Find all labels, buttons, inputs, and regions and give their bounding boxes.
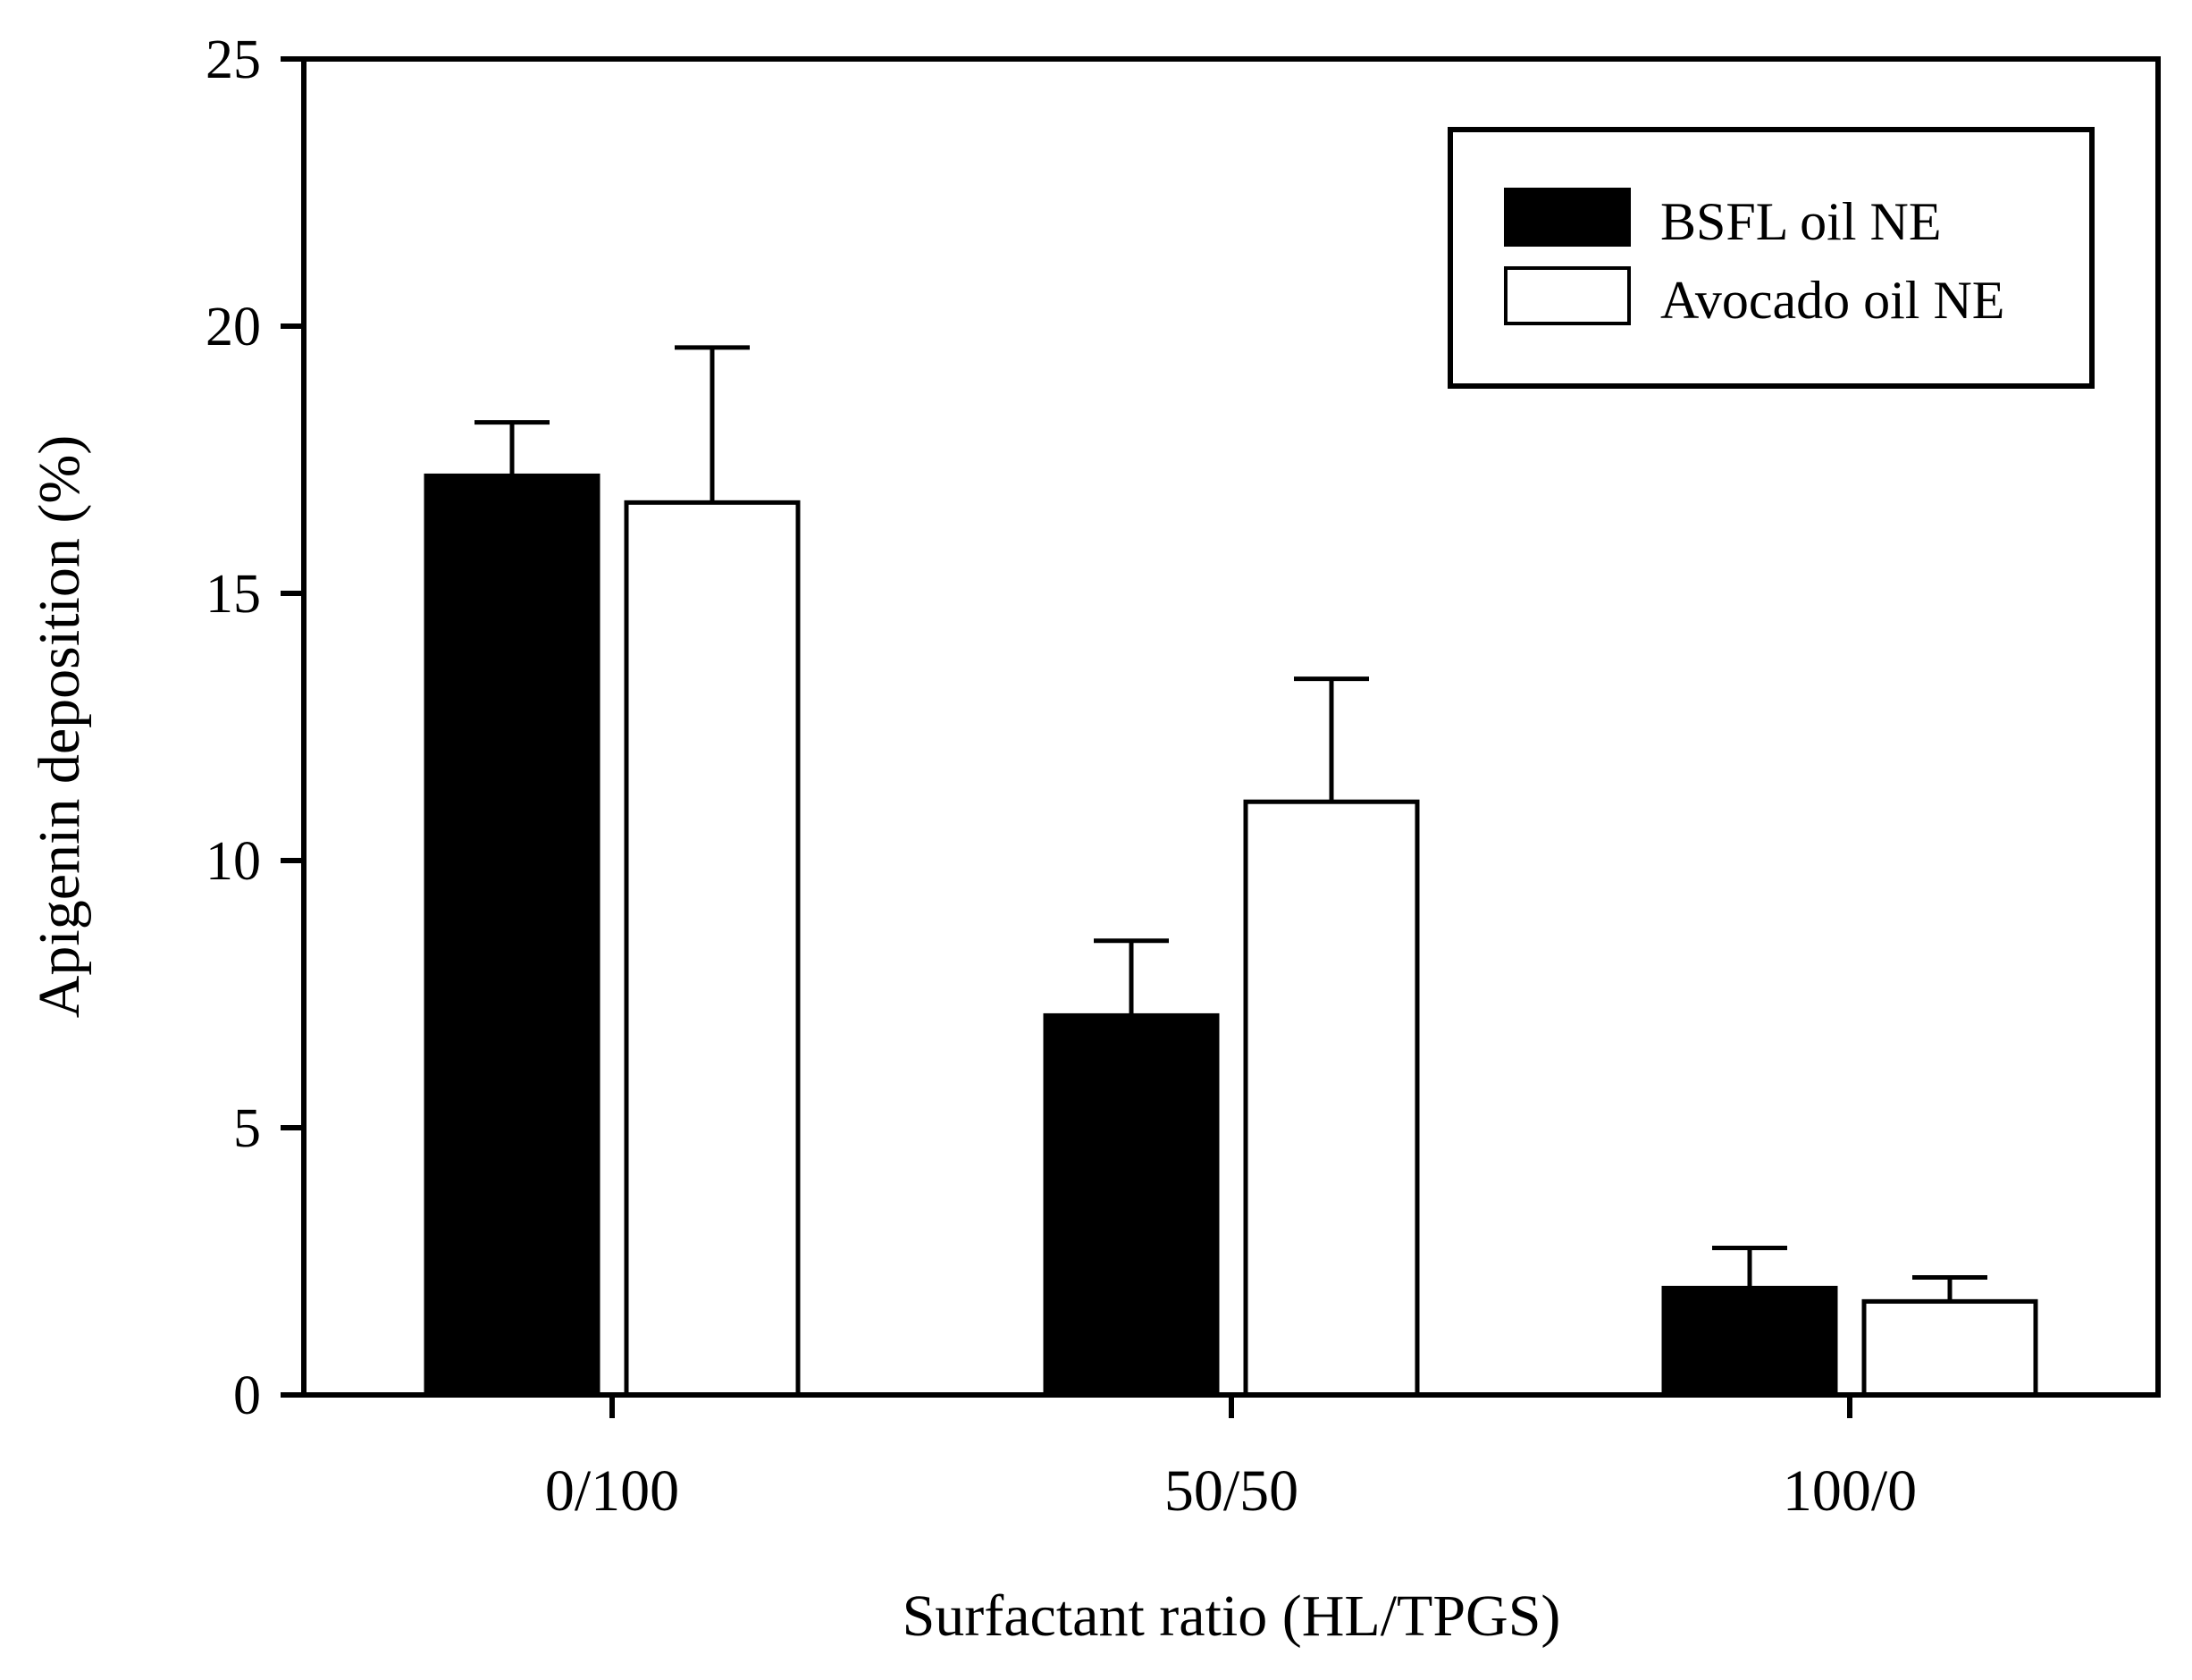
y-tick-label: 20 [206, 297, 261, 357]
legend-swatch-bsfl [1504, 188, 1631, 247]
legend-swatch-avocado [1504, 266, 1631, 325]
bar-bsfl-50-50 [1043, 1012, 1220, 1398]
bar-avocado-50-50 [1243, 799, 1420, 1398]
bar-avocado-0-100 [624, 500, 801, 1398]
bar-bsfl-0-100 [424, 473, 600, 1398]
y-tick-label: 5 [233, 1098, 261, 1159]
bar-bsfl-100-0 [1661, 1285, 1838, 1398]
x-axis-title: Surfactant ratio (HL/TPGS) [903, 1583, 1561, 1649]
x-tick-label: 50/50 [1164, 1458, 1298, 1524]
error-bars-layer [475, 345, 1987, 1302]
x-tick-label: 100/0 [1783, 1458, 1917, 1524]
y-tick-label: 25 [206, 29, 261, 90]
y-ticks-layer: 0 5 10 15 20 25 [206, 29, 304, 1426]
x-tick-label: 0/100 [545, 1458, 679, 1524]
legend-frame [1448, 127, 2095, 389]
legend-label-avocado: Avocado oil NE [1660, 271, 2004, 330]
y-tick-label: 0 [233, 1365, 261, 1426]
y-axis-title: Apigenin deposition (%) [27, 435, 92, 1019]
y-tick-label: 10 [206, 831, 261, 892]
x-ticks-layer: 0/100 50/50 100/0 [545, 1395, 1917, 1524]
legend-label-bsfl: BSFL oil NE [1660, 192, 1942, 251]
bars-layer [424, 473, 2038, 1398]
y-tick-label: 15 [206, 564, 261, 625]
bar-avocado-100-0 [1861, 1298, 2038, 1398]
legend: BSFL oil NE Avocado oil NE [1448, 127, 2095, 389]
